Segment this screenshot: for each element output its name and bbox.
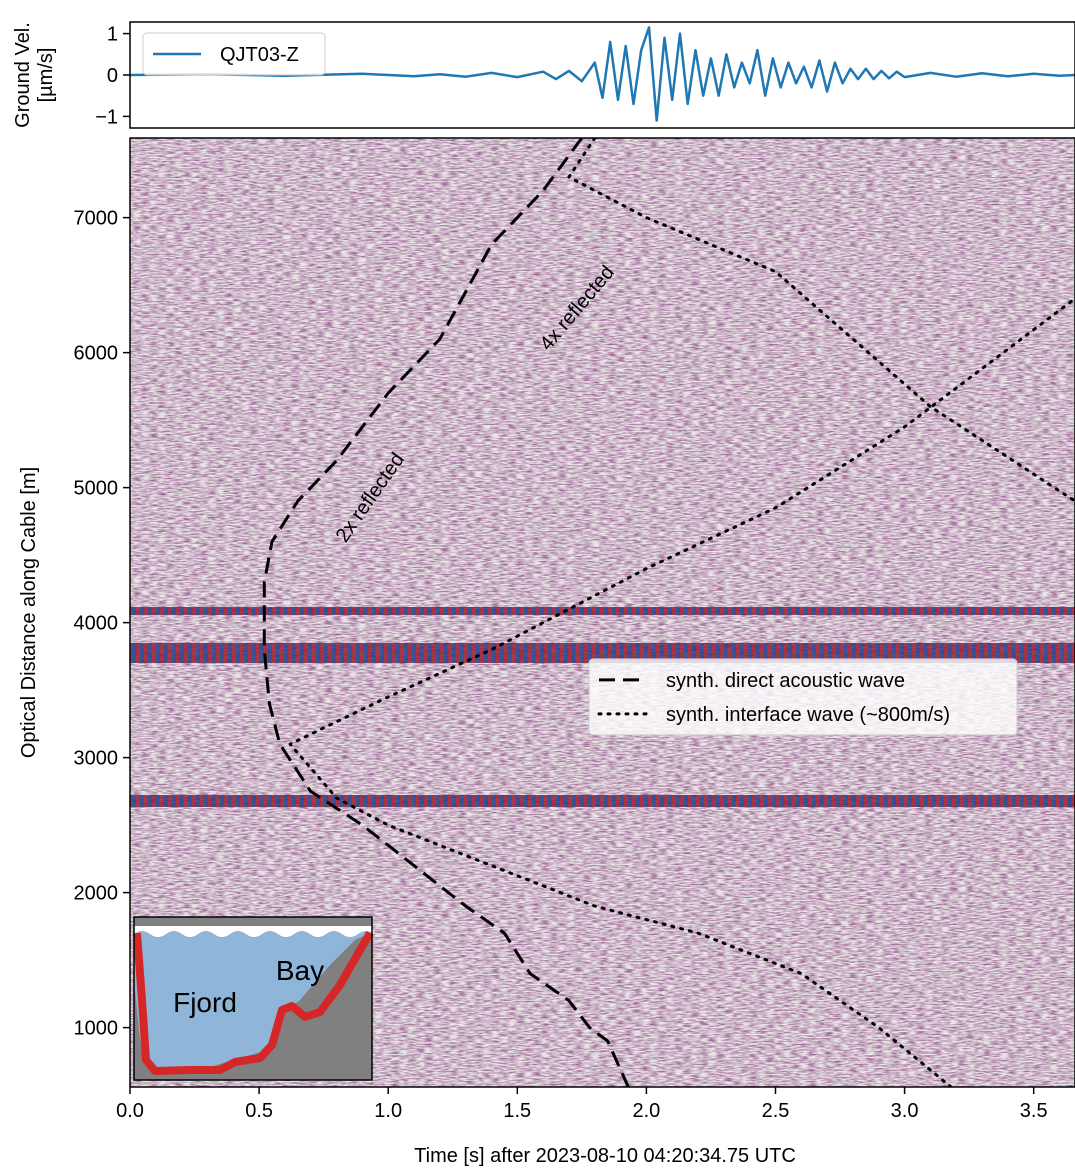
inset-waves xyxy=(134,926,374,937)
legend-label: QJT03-Z xyxy=(220,44,299,66)
x-axis-label: Time [s] after 2023-08-10 04:20:34.75 UT… xyxy=(414,1145,796,1167)
x-tick-label: 3.5 xyxy=(1020,1100,1048,1122)
x-tick-label: 2.0 xyxy=(632,1100,660,1122)
inset-frame xyxy=(133,916,373,1081)
x-tick-label: 2.5 xyxy=(762,1100,790,1122)
noise-band xyxy=(130,607,1075,615)
x-tick-label: 0.5 xyxy=(245,1100,273,1122)
inset-water xyxy=(134,931,372,1070)
y-tick-label: 1 xyxy=(107,24,118,46)
noise-band xyxy=(130,795,1075,807)
legend-label: synth. interface wave (~800m/s) xyxy=(666,704,950,726)
inset-label: Bay xyxy=(276,955,324,986)
axes-frame xyxy=(129,137,1075,1088)
plot-area xyxy=(130,26,1075,122)
axes-frame xyxy=(129,21,1075,129)
x-tick-label: 3.0 xyxy=(891,1100,919,1122)
y-axis-label: Ground Vel. xyxy=(12,22,34,128)
y-tick-label: 6000 xyxy=(74,343,119,365)
x-tick-label: 1.0 xyxy=(374,1100,402,1122)
series-line xyxy=(262,138,630,1087)
x-tick-label: 0.0 xyxy=(116,1100,144,1122)
x-tick-label: 1.5 xyxy=(503,1100,531,1122)
inset-bathymetry xyxy=(133,930,374,1075)
y-axis-label: [µm/s] xyxy=(35,48,57,103)
y-tick-label: 0 xyxy=(107,65,118,87)
y-axis-label: Optical Distance along Cable [m] xyxy=(18,467,40,758)
y-tick-label: −1 xyxy=(95,106,118,128)
legend-label: synth. direct acoustic wave xyxy=(666,670,905,692)
legend-box xyxy=(142,32,326,76)
y-tick-label: 4000 xyxy=(74,613,119,635)
y-tick-label: 5000 xyxy=(74,478,119,500)
y-tick-label: 7000 xyxy=(74,208,119,230)
y-tick-label: 1000 xyxy=(74,1018,119,1040)
plot-area xyxy=(262,138,1075,1087)
inset-label: Fjord xyxy=(173,987,237,1018)
y-tick-label: 3000 xyxy=(74,748,119,770)
noise-band xyxy=(130,643,1075,663)
inset: Fjord Bay xyxy=(133,916,374,1081)
series-line xyxy=(288,138,1075,1087)
y-tick-label: 2000 xyxy=(74,883,119,905)
legend-box xyxy=(588,658,1018,736)
series-line xyxy=(130,26,1075,122)
